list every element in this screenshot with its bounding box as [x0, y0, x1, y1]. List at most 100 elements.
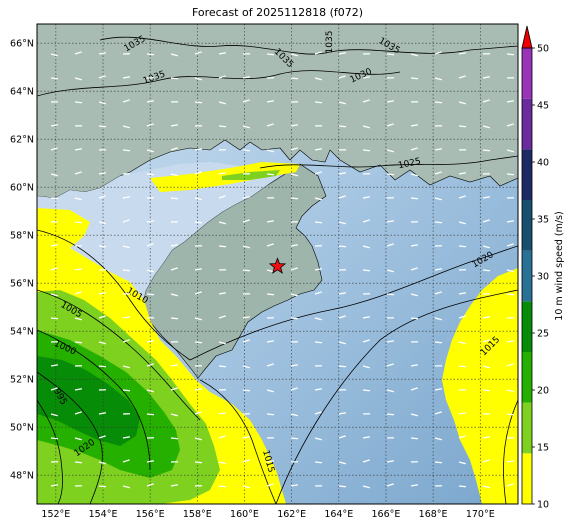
wind-arrow: [122, 389, 131, 392]
longitude-tick-labels: 152°E 154°E 156°E 158°E 160°E 162°E 164°E 166°E…: [41, 509, 494, 520]
wind-arrow: [458, 315, 466, 319]
wind-arrow: [458, 245, 467, 248]
wind-arrow: [122, 365, 130, 369]
lat-tick-label: 64°N: [10, 87, 34, 98]
wind-arrow: [434, 317, 442, 321]
wind-arrow: [386, 220, 395, 223]
wind-arrow: [50, 53, 58, 57]
wind-arrow: [266, 413, 275, 416]
wind-arrow: [218, 461, 226, 465]
lon-tick-label: 156°E: [136, 509, 165, 520]
wind-arrow: [74, 77, 82, 81]
lon-tick-label: 166°E: [372, 509, 401, 520]
wind-arrow: [266, 173, 275, 176]
wind-arrow: [98, 315, 106, 319]
isobar-label: 1035: [325, 31, 335, 54]
wind-arrow: [434, 411, 442, 415]
colorbar-tick-label: 25: [537, 329, 549, 340]
wind-arrow: [218, 245, 227, 248]
wind-arrow: [482, 245, 490, 249]
wind-arrow: [458, 221, 466, 225]
lat-tick-label: 58°N: [10, 231, 34, 242]
wind-arrow: [458, 52, 467, 55]
wind-arrow: [290, 244, 299, 247]
wind-arrow: [386, 243, 394, 247]
wind-arrow: [50, 317, 59, 320]
wind-arrow: [170, 484, 179, 487]
wind-arrow: [386, 149, 394, 153]
wind-arrow: [170, 124, 179, 127]
wind-arrow: [290, 387, 298, 391]
wind-arrow: [290, 173, 298, 177]
wind-arrow: [50, 293, 58, 297]
colorbar-extend-arrow: [521, 25, 533, 49]
wind-arrow: [362, 436, 371, 439]
wind-arrow: [434, 291, 442, 295]
wind-arrow: [122, 149, 131, 152]
wind-arrow: [506, 483, 514, 487]
wind-arrow: [458, 101, 466, 105]
latitude-tick-labels: 66°N 64°N 62°N 60°N 58°N 56°N 54°N 52°N 50°N 48°N: [10, 39, 34, 482]
wind-arrow: [482, 339, 490, 343]
wind-arrow: [74, 317, 82, 321]
wind-arrow: [434, 388, 443, 391]
wind-arrow: [122, 339, 130, 343]
wind-arrow: [314, 221, 323, 224]
wind-arrow: [50, 484, 59, 487]
wind-arrow: [74, 388, 83, 391]
wind-arrow: [434, 101, 443, 104]
wind-arrow: [170, 387, 178, 391]
wind-arrow: [314, 388, 323, 391]
wind-arrow: [146, 460, 155, 463]
wind-arrow: [362, 149, 371, 152]
wind-arrow: [194, 197, 202, 201]
lon-tick-label: 164°E: [324, 509, 353, 520]
wind-arrow: [146, 149, 154, 153]
wind-arrow: [338, 221, 346, 225]
wind-arrow: [386, 293, 395, 296]
wind-arrow: [290, 53, 298, 57]
wind-arrow: [74, 101, 83, 104]
wind-arrow: [170, 437, 179, 440]
wind-arrow: [314, 51, 322, 55]
wind-arrow: [242, 365, 250, 369]
wind-arrow: [98, 365, 107, 368]
wind-arrow: [146, 413, 155, 416]
wind-arrow: [458, 341, 466, 345]
wind-arrow: [338, 435, 346, 439]
lon-tick-label: 168°E: [419, 509, 448, 520]
wind-arrow: [218, 172, 227, 175]
wind-arrow: [410, 413, 418, 417]
wind-arrow: [482, 436, 491, 439]
wind-arrow: [194, 148, 203, 151]
wind-arrow: [482, 219, 490, 223]
wind-arrow: [98, 195, 106, 199]
wind-arrow: [386, 413, 395, 416]
wind-arrow: [482, 269, 491, 272]
wind-arrow: [506, 220, 515, 223]
wind-arrow: [338, 195, 346, 199]
lat-tick-label: 50°N: [10, 423, 34, 434]
wind-arrow: [458, 365, 467, 368]
wind-arrow: [242, 149, 251, 152]
wind-arrow: [242, 339, 250, 343]
wind-arrow: [218, 52, 227, 55]
wind-arrow: [290, 77, 299, 80]
wind-arrow: [314, 411, 322, 415]
wind-arrow: [410, 267, 418, 271]
wind-arrow: [194, 317, 202, 321]
wind-arrow: [74, 341, 83, 344]
wind-arrow: [122, 436, 131, 439]
wind-arrow: [506, 243, 514, 247]
wind-arrow: [170, 413, 178, 417]
colorbar-tick-label: 10: [537, 500, 549, 511]
wind-arrow: [362, 99, 370, 103]
lat-tick-label: 56°N: [10, 279, 34, 290]
wind-arrow: [362, 389, 371, 392]
colorbar-tick-label: 20: [537, 386, 549, 397]
lon-tick-label: 160°E: [230, 509, 259, 520]
wind-arrow: [98, 125, 107, 128]
wind-arrow: [290, 197, 299, 200]
wind-arrow: [482, 316, 491, 319]
